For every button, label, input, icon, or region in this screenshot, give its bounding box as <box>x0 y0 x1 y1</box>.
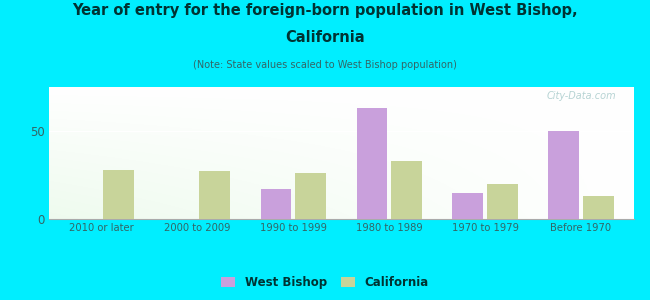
Bar <box>549 131 579 219</box>
Text: City-Data.com: City-Data.com <box>547 91 616 101</box>
Bar <box>583 196 614 219</box>
Text: California: California <box>285 30 365 45</box>
Bar <box>357 108 387 219</box>
Bar <box>103 170 134 219</box>
Bar <box>391 161 422 219</box>
Bar <box>452 193 483 219</box>
Text: (Note: State values scaled to West Bishop population): (Note: State values scaled to West Bisho… <box>193 60 457 70</box>
Legend: West Bishop, California: West Bishop, California <box>216 272 434 294</box>
Text: Year of entry for the foreign-born population in West Bishop,: Year of entry for the foreign-born popul… <box>72 3 578 18</box>
Bar <box>487 184 517 219</box>
Bar <box>261 189 291 219</box>
Bar <box>295 173 326 219</box>
Bar <box>200 172 230 219</box>
